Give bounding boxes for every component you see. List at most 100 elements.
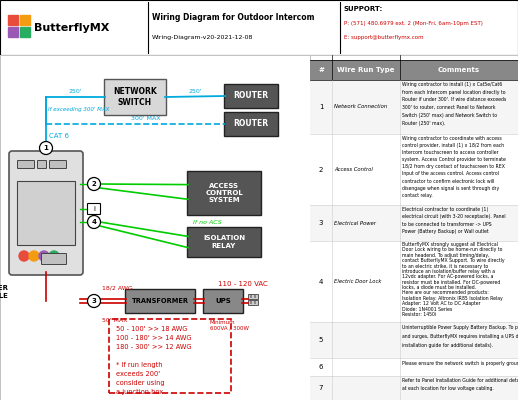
FancyBboxPatch shape: [17, 181, 75, 245]
Bar: [20, 15, 30, 25]
Circle shape: [19, 251, 29, 261]
Text: 4: 4: [319, 278, 323, 285]
Text: Wiring contractor to coordinate with access: Wiring contractor to coordinate with acc…: [402, 136, 502, 140]
Text: If no ACS: If no ACS: [193, 220, 222, 224]
Text: Electrical Power: Electrical Power: [334, 221, 376, 226]
Text: CAT 6: CAT 6: [49, 133, 69, 139]
Text: at each location for low voltage cabling.: at each location for low voltage cabling…: [402, 386, 494, 391]
Bar: [254, 295, 256, 298]
Text: Comments: Comments: [438, 67, 480, 73]
Text: contact ButterflyMX Support. To wire directly: contact ButterflyMX Support. To wire dir…: [402, 258, 505, 263]
Text: from each Intercom panel location directly to: from each Intercom panel location direct…: [402, 90, 506, 95]
FancyBboxPatch shape: [187, 227, 261, 257]
Text: 250': 250': [188, 89, 202, 94]
Text: 7: 7: [319, 385, 323, 391]
Circle shape: [29, 251, 39, 261]
Text: POWER
CABLE: POWER CABLE: [0, 286, 8, 298]
Text: Router (250' max).: Router (250' max).: [402, 120, 445, 126]
Bar: [248, 294, 258, 299]
Text: 12vdc adapter. For AC-powered locks, a: 12vdc adapter. For AC-powered locks, a: [402, 274, 493, 279]
Text: Diode: 1N4001 Series: Diode: 1N4001 Series: [402, 306, 452, 312]
Text: 2: 2: [92, 181, 96, 187]
FancyBboxPatch shape: [9, 151, 83, 275]
Bar: [310, 60, 518, 80]
Text: 6: 6: [319, 364, 323, 370]
Text: locks, a diode must be installed.: locks, a diode must be installed.: [402, 285, 476, 290]
Text: TRANSFORMER: TRANSFORMER: [132, 298, 189, 304]
Circle shape: [49, 251, 59, 261]
Text: contact relay.: contact relay.: [402, 193, 433, 198]
Text: Wiring Diagram for Outdoor Intercom: Wiring Diagram for Outdoor Intercom: [152, 12, 314, 22]
Text: If exceeding 300' MAX: If exceeding 300' MAX: [48, 106, 109, 112]
Bar: [20, 27, 30, 37]
Text: 2: 2: [319, 166, 323, 173]
Text: 5: 5: [319, 337, 323, 343]
Bar: [254, 301, 256, 304]
Text: and surges, ButterflyMX requires installing a UPS device (see panel: and surges, ButterflyMX requires install…: [402, 334, 518, 339]
Text: P: (571) 480.6979 ext. 2 (Mon-Fri, 6am-10pm EST): P: (571) 480.6979 ext. 2 (Mon-Fri, 6am-1…: [344, 20, 483, 26]
Text: main headend. To adjust timing/delay,: main headend. To adjust timing/delay,: [402, 253, 490, 258]
Text: Wire Run Type: Wire Run Type: [337, 67, 395, 73]
Text: Access Control: Access Control: [334, 167, 373, 172]
Text: Please ensure the network switch is properly grounded.: Please ensure the network switch is prop…: [402, 361, 518, 366]
Bar: [310, 241, 518, 322]
Text: Refer to Panel Installation Guide for additional details. Leave 6' service loop: Refer to Panel Installation Guide for ad…: [402, 378, 518, 383]
Text: 18/2 AWG: 18/2 AWG: [102, 286, 133, 290]
Text: 250': 250': [69, 89, 82, 94]
Bar: [310, 376, 518, 400]
Text: 300' MAX: 300' MAX: [131, 116, 160, 121]
Text: Electric Door Lock: Electric Door Lock: [334, 279, 381, 284]
Text: Router if under 300'. If wire distance exceeds: Router if under 300'. If wire distance e…: [402, 98, 506, 102]
Bar: [8, 15, 18, 25]
FancyBboxPatch shape: [203, 289, 243, 313]
FancyBboxPatch shape: [224, 84, 278, 108]
Text: Adapter: 12 Volt AC to DC Adapter: Adapter: 12 Volt AC to DC Adapter: [402, 301, 481, 306]
Text: 110 - 120 VAC: 110 - 120 VAC: [218, 281, 268, 287]
Text: ACCESS
CONTROL
SYSTEM: ACCESS CONTROL SYSTEM: [205, 183, 243, 203]
Bar: [310, 206, 518, 241]
Text: ROUTER: ROUTER: [234, 120, 268, 128]
Text: Here are our recommended products:: Here are our recommended products:: [402, 290, 489, 295]
Text: Wiring-Diagram-v20-2021-12-08: Wiring-Diagram-v20-2021-12-08: [152, 34, 253, 40]
Text: Electrical contractor to coordinate (1): Electrical contractor to coordinate (1): [402, 207, 488, 212]
FancyBboxPatch shape: [187, 171, 261, 215]
Text: Switch (250' max) and Network Switch to: Switch (250' max) and Network Switch to: [402, 113, 497, 118]
Circle shape: [88, 178, 100, 190]
Text: control provider, install (1) x 18/2 from each: control provider, install (1) x 18/2 fro…: [402, 143, 504, 148]
Bar: [250, 295, 252, 298]
Text: system. Access Control provider to terminate: system. Access Control provider to termi…: [402, 157, 506, 162]
Text: to an electric strike, it is necessary to: to an electric strike, it is necessary t…: [402, 264, 488, 268]
Bar: [310, 322, 518, 358]
FancyBboxPatch shape: [41, 254, 66, 264]
Text: resistor must be installed. For DC-powered: resistor must be installed. For DC-power…: [402, 280, 500, 285]
Text: 1: 1: [44, 145, 49, 151]
Text: ButterflyMX: ButterflyMX: [34, 23, 109, 33]
Text: 50' MAX: 50' MAX: [102, 318, 127, 322]
Bar: [310, 134, 518, 206]
Text: 1: 1: [319, 104, 323, 110]
Text: electrical circuit (with 3-20 receptacle). Panel: electrical circuit (with 3-20 receptacle…: [402, 214, 506, 220]
Bar: [310, 358, 518, 376]
Text: NETWORK
SWITCH: NETWORK SWITCH: [113, 87, 157, 107]
FancyBboxPatch shape: [109, 319, 231, 393]
Text: ISOLATION
RELAY: ISOLATION RELAY: [203, 236, 245, 248]
Bar: [8, 27, 18, 37]
Text: Isolation Relay: Altronix IR85 Isolation Relay: Isolation Relay: Altronix IR85 Isolation…: [402, 296, 503, 301]
Text: 3: 3: [319, 220, 323, 226]
Text: to be connected to transformer -> UPS: to be connected to transformer -> UPS: [402, 222, 492, 226]
Text: Minimum
600VA / 300W: Minimum 600VA / 300W: [210, 320, 249, 331]
Text: i: i: [93, 206, 95, 212]
FancyBboxPatch shape: [50, 160, 66, 168]
Text: installation guide for additional details).: installation guide for additional detail…: [402, 343, 493, 348]
Text: 300' to router, connect Panel to Network: 300' to router, connect Panel to Network: [402, 105, 496, 110]
Circle shape: [88, 216, 100, 228]
Text: Power (Battery Backup) or Wall outlet: Power (Battery Backup) or Wall outlet: [402, 229, 488, 234]
Text: contractor to confirm electronic lock will: contractor to confirm electronic lock wi…: [402, 178, 494, 184]
Bar: [250, 301, 252, 304]
Text: #: #: [318, 67, 324, 73]
Text: ButterflyMX strongly suggest all Electrical: ButterflyMX strongly suggest all Electri…: [402, 242, 498, 247]
Text: introduce an isolation/buffer relay with a: introduce an isolation/buffer relay with…: [402, 269, 495, 274]
Bar: [248, 300, 258, 305]
Text: Network Connection: Network Connection: [334, 104, 387, 109]
Circle shape: [39, 251, 49, 261]
